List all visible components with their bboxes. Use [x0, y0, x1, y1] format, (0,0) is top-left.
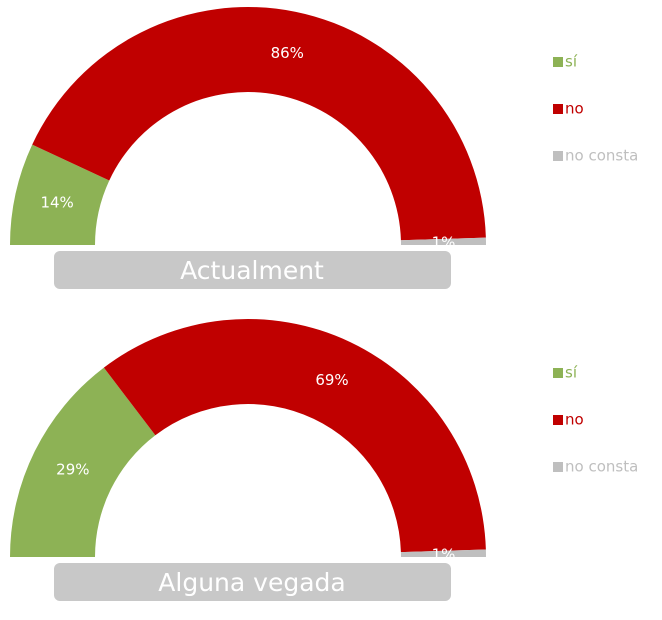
gauge-segment	[32, 6, 486, 241]
value-label: 69%	[315, 371, 348, 389]
legend-label: no	[565, 411, 584, 429]
legend-label: no consta	[565, 147, 638, 165]
legend-label: no consta	[565, 458, 638, 476]
legend-label: sí	[565, 53, 578, 71]
legend-swatch	[553, 104, 563, 114]
value-label: 14%	[40, 193, 73, 211]
gauge-segment	[10, 367, 156, 557]
value-label: 86%	[271, 44, 304, 62]
legend-swatch	[553, 462, 563, 472]
gauge-segment	[103, 319, 486, 553]
legend-swatch	[553, 151, 563, 161]
legend-swatch	[553, 368, 563, 378]
value-label: 29%	[56, 461, 89, 479]
gauge-segment	[400, 549, 486, 557]
legend-label: sí	[565, 364, 578, 382]
value-label: 1%	[432, 546, 456, 564]
legend-swatch	[553, 57, 563, 67]
gauge-segment	[10, 144, 110, 245]
gauge-segment	[400, 237, 486, 245]
chart-title: Alguna vegada	[158, 568, 345, 597]
legend-swatch	[553, 415, 563, 425]
legend-label: no	[565, 100, 584, 118]
title-box	[54, 251, 451, 289]
chart-title: Actualment	[180, 256, 324, 285]
title-box	[54, 563, 451, 601]
value-label: 1%	[432, 234, 456, 252]
